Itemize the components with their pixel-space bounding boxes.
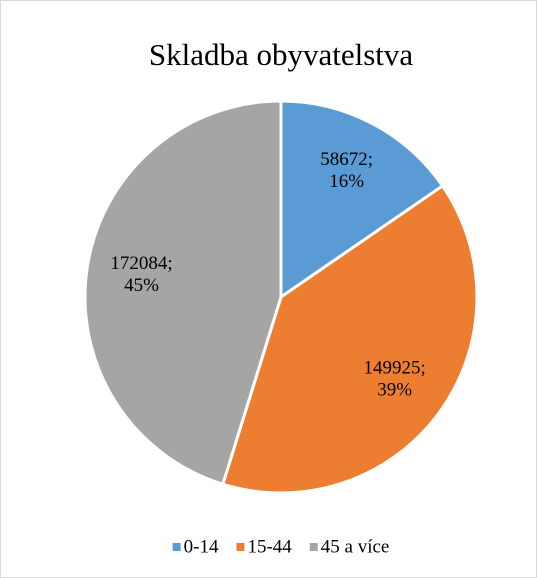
legend: 0-14 15-44 45 a více bbox=[172, 536, 390, 557]
data-label-line: 39% bbox=[377, 380, 412, 401]
legend-label: 0-14 bbox=[184, 536, 219, 557]
legend-label: 15-44 bbox=[247, 536, 292, 557]
data-label-line: 172084; bbox=[110, 253, 172, 274]
legend-swatch bbox=[172, 543, 181, 551]
data-label-line: 149925; bbox=[363, 358, 425, 379]
data-label-line: 45% bbox=[124, 275, 159, 296]
legend-swatch bbox=[236, 543, 245, 551]
data-label-line: 58672; bbox=[320, 149, 373, 170]
chart-title: Skladba obyvatelstva bbox=[149, 37, 414, 72]
pie-slice bbox=[83, 99, 283, 487]
pie-slice bbox=[279, 99, 445, 300]
data-label-line: 16% bbox=[329, 171, 364, 192]
legend-label: 45 a více bbox=[321, 536, 390, 557]
data-label: 149925; 39% bbox=[363, 358, 425, 401]
data-label: 58672; 16% bbox=[320, 149, 373, 192]
legend-swatch bbox=[309, 543, 318, 551]
pie-slice bbox=[220, 183, 479, 495]
data-label: 172084; 45% bbox=[110, 253, 172, 296]
